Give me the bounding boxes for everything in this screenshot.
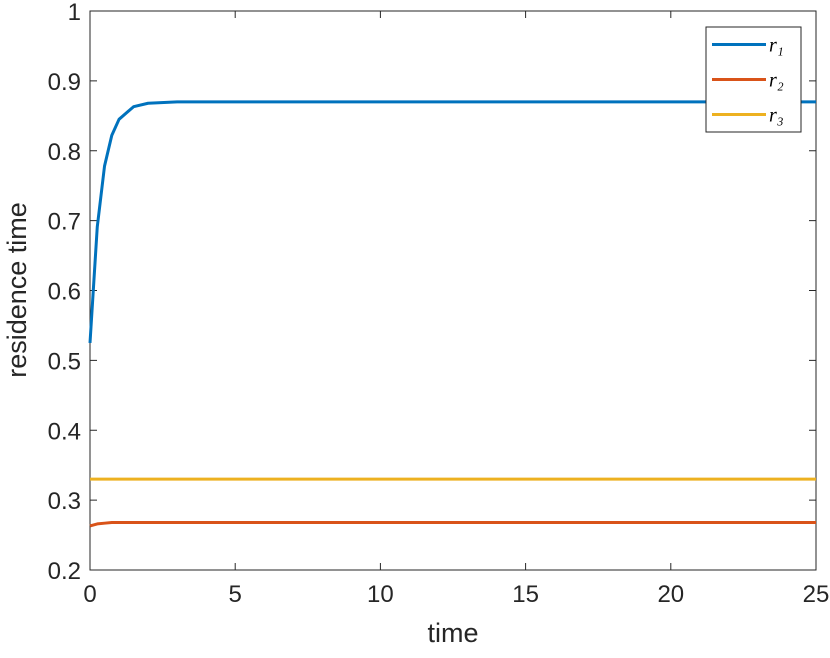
plot-area [89,10,817,571]
x-tick-label: 5 [229,581,242,608]
x-axis-label: time [427,618,478,648]
legend-label: r₃ [769,105,784,127]
y-tick-label: 0.8 [48,139,81,166]
x-tick-label: 20 [657,581,684,608]
y-tick-label: 0.6 [48,279,81,306]
y-axis-label: residence time [2,202,32,378]
y-tick-label: 0.5 [48,348,81,375]
legend-label: r₂ [769,70,784,92]
line-series [89,520,816,528]
y-tick-label: 0.2 [48,558,81,585]
x-tick-label: 15 [512,581,539,608]
y-tick-label: 0.7 [48,209,81,236]
x-tick-label: 10 [367,581,394,608]
y-tick-label: 0.3 [48,488,81,515]
x-tick-label: 25 [803,581,830,608]
y-tick-label: 0.4 [48,418,81,445]
y-tick-label: 0.9 [48,69,81,96]
legend-label: r₁ [769,35,784,57]
line-series [88,100,816,343]
y-tick-label: 1 [68,0,81,26]
x-tick-label: 0 [83,581,96,608]
